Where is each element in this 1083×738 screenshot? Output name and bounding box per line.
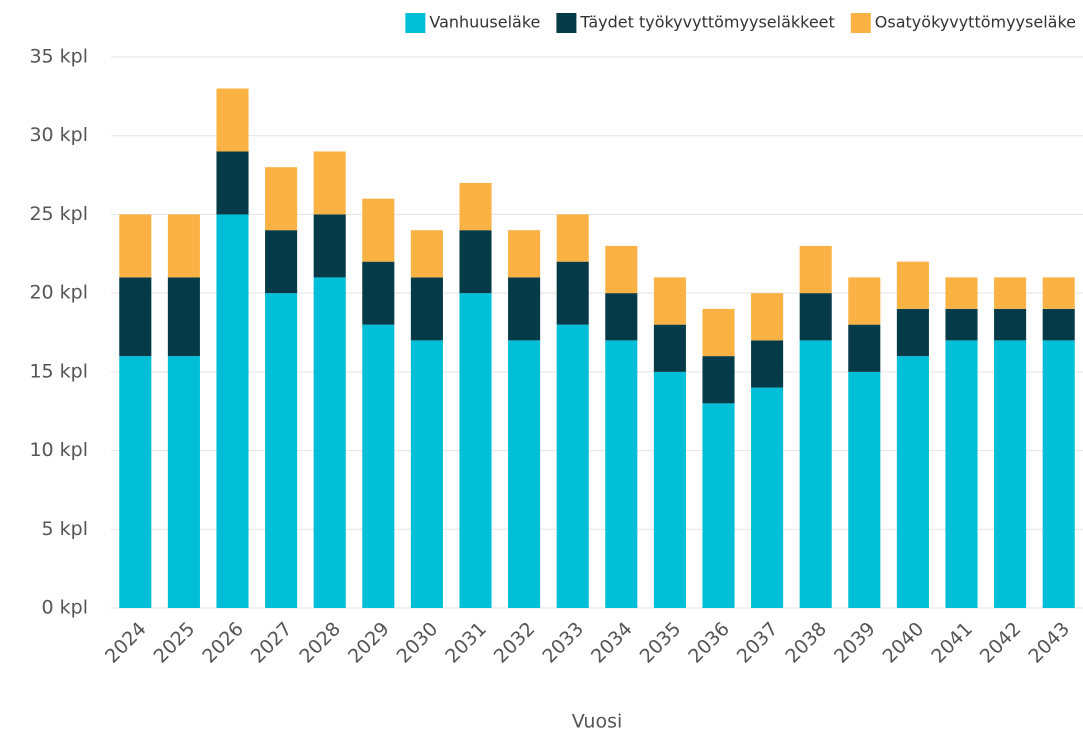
bar-segment [459, 293, 492, 608]
bar-segment [994, 308, 1027, 341]
x-tick-label: 2038 [781, 618, 831, 668]
bar-segment [313, 214, 346, 278]
x-tick-label: 2042 [976, 618, 1026, 668]
bar-segment [848, 371, 881, 608]
x-tick-label: 2031 [441, 618, 491, 668]
legend-swatch [556, 13, 577, 33]
x-tick-label: 2033 [538, 618, 588, 668]
bar-segment [119, 214, 152, 278]
x-tick-label: 2036 [684, 618, 734, 668]
bar-segment [653, 324, 686, 372]
bar-segment [945, 308, 978, 341]
y-tick-label: 30 kpl [29, 124, 88, 146]
legend-label: Täydet työkyvyttömyyseläkkeet [579, 13, 834, 32]
bar-segment [994, 340, 1027, 608]
bar-segment [410, 230, 443, 278]
bar-segment [896, 356, 929, 608]
bar-segment [751, 293, 784, 341]
bar-segment [362, 261, 395, 325]
x-tick-label: 2027 [247, 618, 297, 668]
y-tick-label: 15 kpl [29, 360, 88, 382]
x-tick-label: 2034 [587, 618, 637, 668]
x-tick-label: 2026 [198, 618, 248, 668]
bar-segment [994, 277, 1027, 309]
bar-segment [508, 340, 541, 608]
bar-segment [167, 356, 200, 608]
bar-segment [362, 198, 395, 262]
y-tick-label: 25 kpl [29, 203, 88, 225]
bar-segment [605, 293, 638, 341]
x-tick-label: 2032 [490, 618, 540, 668]
bar-segment [216, 88, 249, 152]
legend-label: Vanhuuseläke [429, 13, 540, 32]
bar-segment [605, 340, 638, 608]
bar-segment [799, 340, 832, 608]
bar-segment [216, 151, 249, 215]
bar-segment [410, 340, 443, 608]
bar-segment [945, 277, 978, 309]
bar-segment [459, 182, 492, 231]
bar-segment [751, 340, 784, 388]
x-tick-label: 2024 [101, 618, 151, 668]
y-tick-label: 20 kpl [29, 282, 88, 304]
y-tick-label: 35 kpl [29, 46, 88, 68]
legend-label: Osatyökyvyttömyyseläke [875, 13, 1076, 32]
bar-segment [265, 293, 298, 608]
bar-segment [702, 403, 735, 608]
bar-segment [508, 277, 541, 341]
bar-segment [216, 214, 249, 608]
bar-segment [702, 356, 735, 404]
bar-segment [896, 308, 929, 357]
bar-segment [167, 277, 200, 357]
x-tick-label: 2029 [344, 618, 394, 668]
x-tick-label: 2037 [733, 618, 783, 668]
bar-segment [1042, 277, 1075, 309]
bar-segment [799, 245, 832, 294]
x-axis-title: Vuosi [572, 711, 623, 733]
x-tick-label: 2028 [295, 618, 345, 668]
bar-segment [362, 324, 395, 608]
bar-segment [945, 340, 978, 608]
bar-segment [265, 230, 298, 294]
bar-segment [459, 230, 492, 294]
bar-segment [848, 324, 881, 372]
x-tick-label: 2039 [830, 618, 880, 668]
bar-segment [605, 245, 638, 294]
bar-segment [410, 277, 443, 341]
bar-segment [1042, 308, 1075, 341]
bar-segment [265, 167, 298, 231]
bar-segment [556, 324, 589, 608]
y-tick-label: 5 kpl [42, 518, 88, 540]
x-tick-label: 2040 [879, 618, 929, 668]
bar-segment [653, 277, 686, 325]
legend-swatch [405, 13, 426, 33]
bar-segment [1042, 340, 1075, 608]
bar-segment [556, 261, 589, 325]
bar-segment [119, 356, 152, 608]
bar-segment [751, 387, 784, 608]
bar-segment [313, 151, 346, 215]
x-tick-label: 2025 [150, 618, 200, 668]
legend-swatch [850, 13, 871, 33]
bar-segment [848, 277, 881, 325]
bar-segment [799, 293, 832, 341]
bar-segment [119, 277, 152, 357]
bar-segment [653, 371, 686, 608]
y-tick-label: 0 kpl [42, 597, 88, 619]
bar-segment [702, 308, 735, 357]
bar-segment [508, 230, 541, 278]
x-tick-label: 2041 [927, 618, 977, 668]
y-tick-label: 10 kpl [29, 439, 88, 461]
x-tick-label: 2030 [393, 618, 443, 668]
x-tick-label: 2043 [1024, 618, 1074, 668]
x-tick-label: 2035 [636, 618, 686, 668]
bar-segment [313, 277, 346, 608]
bar-segment [556, 214, 589, 262]
bar-segment [167, 214, 200, 278]
bar-segment [896, 261, 929, 309]
